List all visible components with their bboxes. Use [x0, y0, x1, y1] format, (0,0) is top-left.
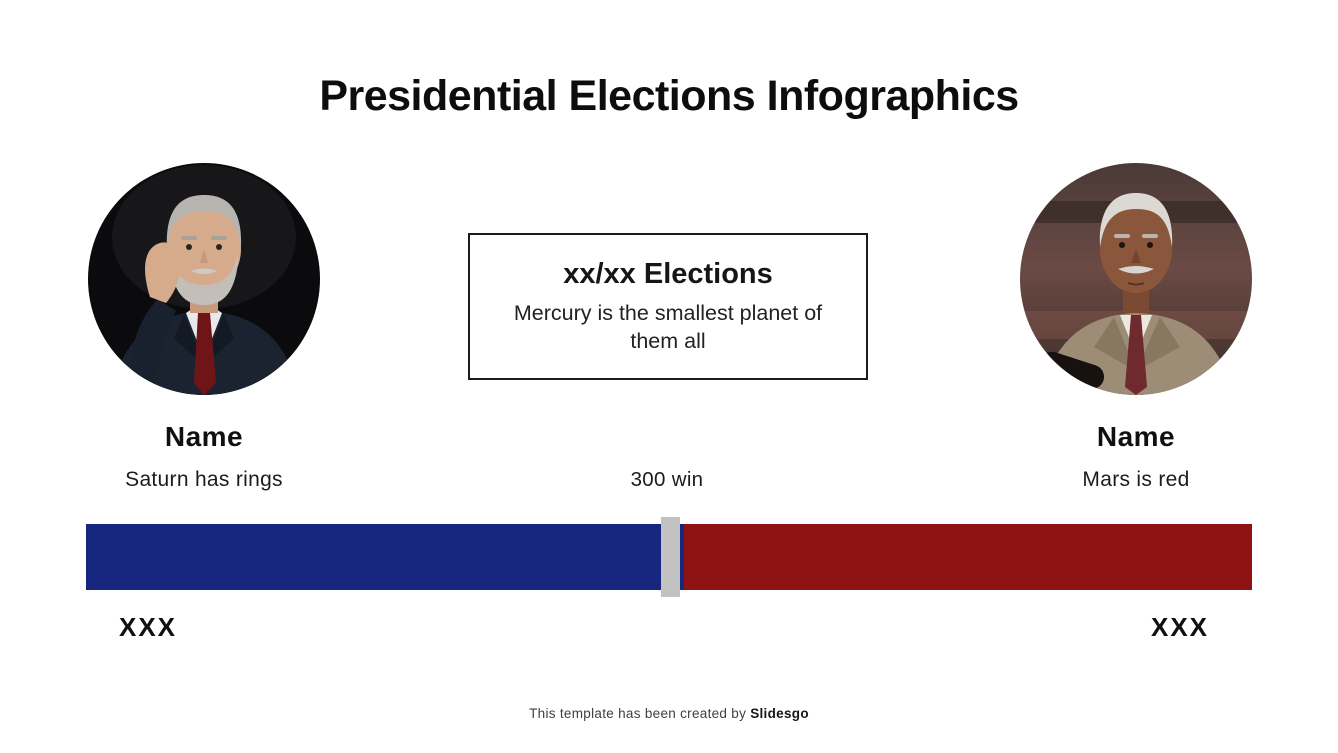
info-box-body: Mercury is the smallest planet of them a… [513, 300, 823, 353]
win-threshold-marker [660, 517, 680, 597]
votes-label-right: XXX [1151, 612, 1210, 642]
candidate-name-left: Name [164, 421, 244, 452]
bar-segment-right [684, 524, 1252, 590]
footer-credit: This template has been created by Slides… [0, 706, 1338, 721]
candidate-photo-right [1020, 163, 1252, 395]
votes-label-left: XXX [119, 612, 178, 642]
slide-title: Presidential Elections Infographics [319, 72, 1019, 120]
footer-text: This template has been created by [529, 706, 751, 721]
portrait-right-illustration [1020, 163, 1252, 395]
candidate-photo-left [88, 163, 320, 395]
candidate-subtitle-left: Saturn has rings [125, 468, 283, 491]
footer-brand: Slidesgo [750, 706, 809, 721]
candidate-subtitle-right: Mars is red [1082, 468, 1190, 491]
election-results-bar [86, 524, 1252, 590]
portrait-left-illustration [88, 163, 320, 395]
win-threshold-label: 300 win [630, 468, 704, 491]
candidate-name-right: Name [1096, 421, 1176, 452]
elections-info-box: xx/xx Elections Mercury is the smallest … [468, 233, 868, 380]
bar-segment-left [86, 524, 685, 590]
info-box-heading: xx/xx Elections [563, 257, 773, 290]
